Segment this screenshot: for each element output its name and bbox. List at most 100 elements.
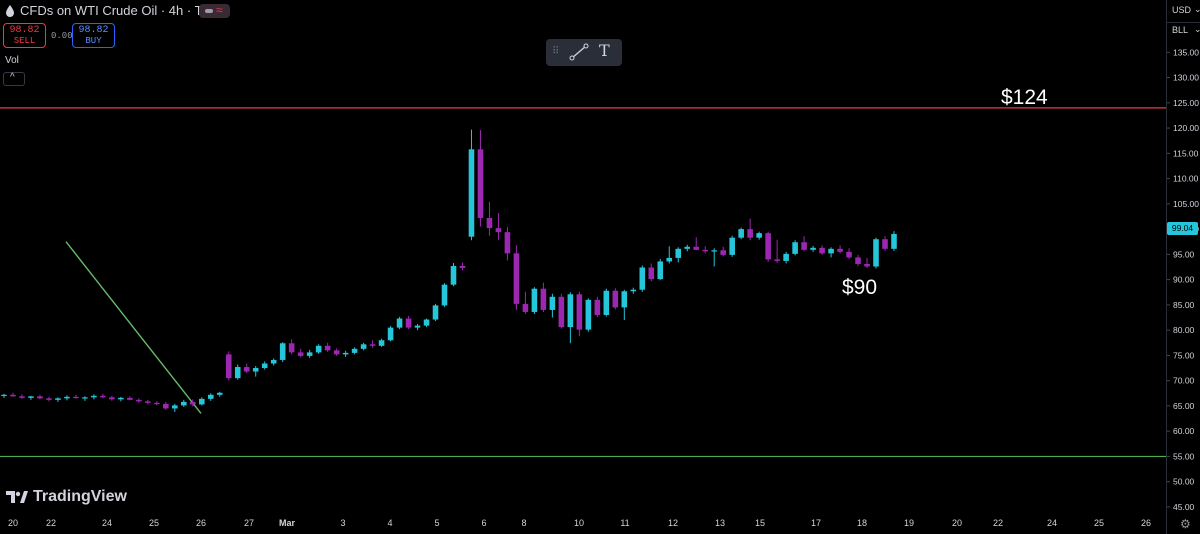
candle [540, 282, 547, 312]
candle-body [306, 352, 313, 356]
y-tick-label: 70.00 [1173, 376, 1195, 386]
market-status-pill[interactable]: ≈ [199, 3, 230, 18]
candle-body [181, 401, 187, 406]
candle-body [495, 228, 502, 233]
candle [693, 237, 700, 251]
drag-handle-icon[interactable]: ⠿ [552, 46, 559, 57]
candle-body [675, 248, 682, 258]
y-tick-label: 55.00 [1173, 451, 1195, 461]
candle-body [279, 343, 286, 360]
candle-body [513, 253, 520, 304]
candle-body [441, 284, 448, 306]
text-tool-icon[interactable]: T [599, 41, 610, 60]
candle-body [846, 251, 852, 258]
candle-body [855, 257, 861, 264]
candle [145, 399, 151, 405]
candle-body [333, 350, 340, 355]
candle [216, 391, 223, 397]
candle-body [873, 239, 879, 267]
candle-body [360, 344, 367, 349]
candle-body [486, 218, 493, 229]
x-tick-label: 8 [521, 518, 526, 528]
trendline-layer[interactable] [65, 241, 202, 414]
candle [522, 291, 529, 314]
candle-body [234, 367, 241, 379]
candle-body [801, 242, 807, 250]
candle [828, 247, 834, 258]
horizontal-lines[interactable] [0, 107, 1166, 458]
candle [243, 363, 250, 374]
chart-settings-gear-icon[interactable]: ⚙ [1180, 517, 1191, 531]
candle-body [828, 248, 834, 254]
candle-body [792, 242, 798, 254]
y-tick-label: 50.00 [1173, 477, 1195, 487]
candle-body [756, 233, 762, 238]
candle [684, 244, 691, 252]
candle [342, 350, 349, 357]
x-tick-label: 3 [340, 518, 345, 528]
x-tick-label: 25 [149, 518, 159, 528]
x-tick-label: 17 [811, 518, 821, 528]
x-tick-label: 25 [1094, 518, 1104, 528]
sell-button[interactable]: 98.82 SELL [3, 23, 46, 48]
candle [118, 396, 124, 402]
candle-body [127, 397, 133, 400]
candle-body [28, 396, 34, 398]
candle [1, 393, 7, 398]
candle [783, 251, 789, 264]
collapse-indicators-button[interactable]: ^ [3, 72, 25, 86]
candle-body [585, 299, 592, 330]
candle [163, 401, 169, 410]
candle [198, 397, 205, 406]
y-tick-label: 130.00 [1173, 73, 1199, 83]
candle-body [100, 395, 106, 398]
candle-body [891, 233, 897, 249]
candle-body [639, 267, 646, 290]
candle [333, 348, 340, 356]
trend-line-tool-icon[interactable] [568, 42, 590, 62]
candle [576, 291, 583, 337]
candle [801, 236, 807, 252]
volume-indicator-label[interactable]: Vol [5, 55, 19, 66]
candle [225, 351, 232, 381]
trendline-price-label[interactable]: $90 [842, 276, 877, 299]
time-axis[interactable]: 20 22 24 25 26 27 Mar 3 4 5 6 8 10 11 12 13 15 17 18 19 20 22… [8, 518, 1151, 528]
candle [387, 326, 394, 342]
unit-selector[interactable]: BLL ⌄ [1172, 24, 1200, 35]
symbol-title[interactable]: CFDs on WTI Crude Oil · 4h · TVC [20, 3, 221, 18]
candle-body [594, 299, 601, 315]
buy-price: 98.82 [78, 25, 109, 36]
tradingview-mark-icon [6, 491, 28, 503]
candle-body [396, 318, 403, 328]
candle-body [73, 396, 79, 399]
candle-body [558, 296, 565, 328]
drawing-toolbar[interactable]: ⠿ T [546, 39, 622, 66]
candle [657, 258, 664, 281]
candle [819, 245, 825, 255]
sell-price: 98.82 [9, 25, 40, 36]
candle-body [91, 395, 97, 398]
candle [46, 396, 52, 402]
candle [82, 396, 88, 401]
candle [504, 227, 511, 261]
trendline[interactable] [65, 241, 202, 414]
candle-body [37, 396, 43, 399]
price-axis[interactable]: 45.00 50.00 55.00 60.00 65.00 70.00 75.00 80.00… [1166, 47, 1199, 512]
x-tick-label: 24 [102, 518, 112, 528]
last-price-tag: 99.04 [1167, 222, 1198, 235]
candle [441, 283, 448, 307]
candle-body [1, 394, 7, 397]
tradingview-logo[interactable]: TradingView [6, 488, 127, 506]
buy-button[interactable]: 98.82 BUY [72, 23, 115, 48]
annotations[interactable]: $124 $90 [842, 86, 1048, 299]
candle-body [693, 246, 700, 250]
currency-selector[interactable]: USD ⌄ [1172, 4, 1200, 15]
x-tick-label: 10 [574, 518, 584, 528]
candle [666, 246, 673, 264]
candle-body [55, 398, 61, 400]
candle-body [288, 343, 295, 353]
resistance-price-label[interactable]: $124 [1001, 86, 1048, 109]
candle-body [702, 249, 708, 252]
candle-body [163, 403, 169, 409]
